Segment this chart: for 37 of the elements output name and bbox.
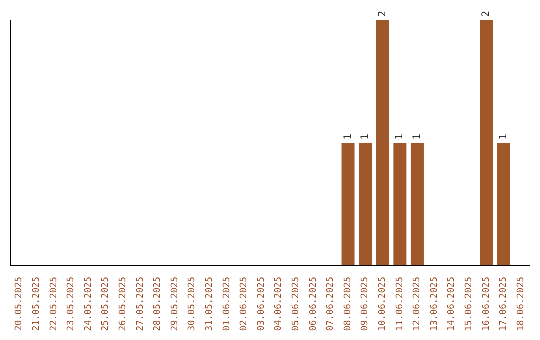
x-tick-label: 18.06.2025 (516, 277, 526, 332)
x-tick-label: 01.06.2025 (222, 277, 232, 332)
x-tick-label: 13.06.2025 (430, 277, 440, 332)
x-tick-label: 06.06.2025 (308, 277, 319, 332)
data-label: 1 (342, 134, 354, 140)
x-tick-label: 14.06.2025 (447, 277, 458, 332)
x-tick-label: 30.05.2025 (188, 277, 198, 332)
x-tick-label: 15.06.2025 (464, 277, 474, 332)
x-tick-label: 07.06.2025 (326, 277, 336, 332)
x-tick-label: 12.06.2025 (412, 277, 423, 332)
x-tick-label: 11.06.2025 (395, 277, 406, 332)
data-label: 1 (360, 134, 372, 140)
data-label: 1 (412, 134, 423, 140)
x-tick-label: 21.05.2025 (32, 277, 42, 332)
x-tick-label: 05.06.2025 (291, 277, 302, 332)
x-tick-label: 20.05.2025 (14, 277, 25, 332)
x-tick-label: 29.05.2025 (170, 277, 180, 332)
x-tick-label: 16.06.2025 (482, 277, 492, 332)
x-tick-label: 24.05.2025 (84, 277, 94, 332)
x-tick-label: 09.06.2025 (360, 277, 371, 332)
x-tick-label: 26.05.2025 (118, 277, 128, 332)
data-label: 1 (394, 134, 406, 140)
x-tick-label: 17.06.2025 (499, 277, 510, 332)
data-label: 2 (481, 10, 492, 17)
x-tick-label: 08.06.2025 (343, 277, 354, 332)
x-tick-label: 04.06.2025 (274, 277, 284, 332)
x-tick-label: 31.05.2025 (204, 277, 215, 332)
x-tick-label: 23.05.2025 (66, 277, 77, 332)
x-tick-label: 22.05.2025 (49, 277, 60, 332)
x-tick-label: 25.05.2025 (101, 277, 112, 332)
x-tick-label: 03.06.2025 (256, 277, 267, 332)
data-label: 2 (377, 10, 388, 17)
x-tick-label: 27.05.2025 (136, 277, 146, 332)
x-tick-label: 28.05.2025 (153, 277, 164, 332)
x-tick-label: 10.06.2025 (378, 277, 388, 332)
data-label: 1 (498, 134, 510, 140)
x-tick-label: 02.06.2025 (240, 277, 250, 332)
